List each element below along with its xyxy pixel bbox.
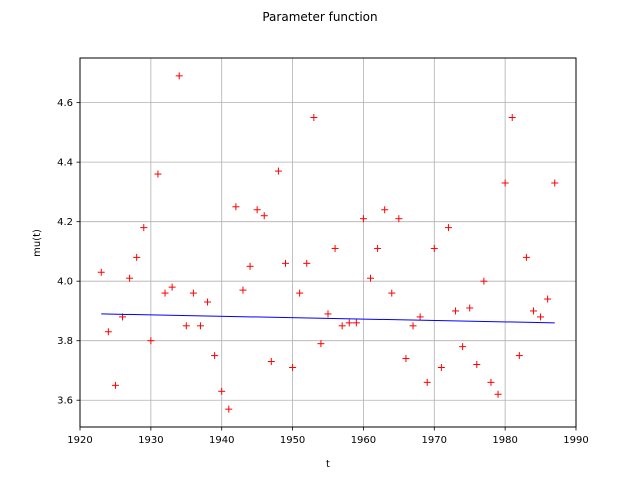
y-tick-label: 4.2 <box>57 217 73 228</box>
plot-frame <box>79 57 577 428</box>
data-point <box>381 206 389 214</box>
data-point <box>529 307 537 315</box>
data-point <box>551 179 559 187</box>
data-point <box>175 72 183 80</box>
x-tick-label: 1920 <box>67 435 92 446</box>
data-point <box>111 381 119 389</box>
data-point <box>232 203 240 211</box>
y-tick-label: 4.0 <box>57 277 73 288</box>
chart-title: Parameter function <box>262 10 377 24</box>
data-point <box>168 283 176 291</box>
data-point <box>402 355 410 363</box>
data-point <box>133 253 141 261</box>
data-point <box>352 319 360 327</box>
x-axis: 1920 1930 1940 1950 1960 1970 1980 1990 <box>67 427 589 446</box>
x-tick-label: 1990 <box>563 435 588 446</box>
data-point <box>359 215 367 223</box>
data-point <box>246 262 254 270</box>
data-point <box>367 274 375 282</box>
data-point <box>487 378 495 386</box>
data-point <box>437 363 445 371</box>
data-point <box>218 387 226 395</box>
data-point <box>296 289 304 297</box>
data-marks <box>97 72 559 413</box>
data-point <box>97 268 105 276</box>
x-tick-label: 1970 <box>422 435 447 446</box>
y-tick-label: 4.4 <box>57 158 73 169</box>
data-point <box>289 363 297 371</box>
data-point <box>537 313 545 321</box>
data-point <box>204 298 212 306</box>
data-point <box>338 322 346 330</box>
data-point <box>154 170 162 178</box>
data-point <box>253 206 261 214</box>
plot-area <box>80 58 576 427</box>
data-point <box>182 322 190 330</box>
data-point <box>409 322 417 330</box>
y-tick-label: 3.6 <box>57 396 73 407</box>
data-point <box>126 274 134 282</box>
data-point <box>395 215 403 223</box>
x-tick-label: 1950 <box>280 435 305 446</box>
y-axis-label: mu(t) <box>32 229 43 257</box>
data-point <box>196 322 204 330</box>
data-point <box>444 224 452 232</box>
data-point <box>416 313 424 321</box>
data-point <box>310 114 318 122</box>
data-point <box>147 337 155 345</box>
data-point <box>522 253 530 261</box>
data-point <box>281 259 289 267</box>
data-point <box>140 224 148 232</box>
data-point <box>161 289 169 297</box>
y-tick-label: 4.6 <box>57 98 73 109</box>
data-point <box>239 286 247 294</box>
data-point <box>331 244 339 252</box>
y-axis: 3.6 3.8 4.0 4.2 4.4 4.6 <box>57 98 80 407</box>
data-point <box>473 361 481 369</box>
x-axis-label: t <box>326 459 330 470</box>
data-point <box>508 114 516 122</box>
data-point <box>466 304 474 312</box>
data-point <box>494 390 502 398</box>
data-point <box>388 289 396 297</box>
data-point <box>374 244 382 252</box>
x-tick-label: 1930 <box>138 435 163 446</box>
data-point <box>225 405 233 413</box>
data-point <box>544 295 552 303</box>
data-point <box>189 289 197 297</box>
data-point <box>480 277 488 285</box>
data-point <box>267 358 275 366</box>
x-tick-label: 1940 <box>209 435 234 446</box>
data-point <box>104 328 112 336</box>
data-point <box>345 319 353 327</box>
data-point <box>423 378 431 386</box>
data-point <box>211 352 219 360</box>
data-point <box>260 212 268 220</box>
x-tick-label: 1980 <box>492 435 517 446</box>
data-point <box>501 179 509 187</box>
data-point <box>324 310 332 318</box>
x-tick-label: 1960 <box>351 435 376 446</box>
data-point <box>274 167 282 175</box>
grid <box>79 58 577 427</box>
data-point <box>515 352 523 360</box>
data-point <box>452 307 460 315</box>
trend-line <box>101 313 555 324</box>
data-point <box>430 244 438 252</box>
data-point <box>317 340 325 348</box>
data-point <box>303 259 311 267</box>
data-point <box>459 343 467 351</box>
y-tick-label: 3.8 <box>57 336 73 347</box>
